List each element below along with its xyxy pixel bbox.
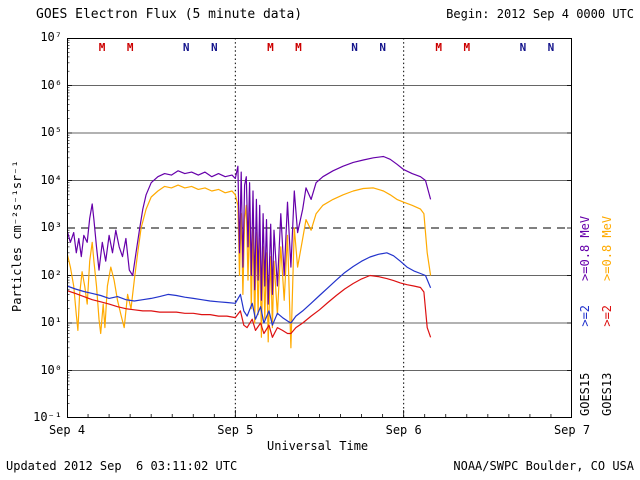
series-line-goes13-2-mev (67, 274, 432, 338)
marker-N: N (520, 41, 527, 54)
marker-M: M (295, 41, 302, 54)
plot-frame (67, 38, 572, 418)
y-tick-label: 10⁻¹ (33, 410, 62, 424)
y-tick-label: 10² (40, 267, 62, 282)
y-tick-label: 10¹ (40, 315, 62, 329)
legend-ge2-label: >=2 (578, 304, 592, 327)
marker-N: N (548, 41, 555, 54)
marker-N: N (351, 41, 358, 54)
legend-col-1: GOES13 >=2 >=0.8 MeV (600, 216, 614, 416)
series-line-goes15-0-8-mev (67, 155, 432, 305)
marker-M: M (463, 41, 470, 54)
y-tick-label: 10³ (40, 220, 62, 234)
y-tick-label: 10⁴ (40, 172, 62, 187)
marker-M: M (435, 41, 442, 54)
legend-satellite-label: GOES13 (600, 372, 614, 416)
y-tick-label: 10⁶ (40, 77, 62, 92)
marker-M: M (127, 41, 134, 54)
credit-text: NOAA/SWPC Boulder, CO USA (453, 459, 634, 473)
legend-ge08-label: >=0.8 MeV (578, 215, 592, 281)
legend-ge2-label: >=2 (600, 304, 614, 327)
x-tick-label: Sep 7 (553, 423, 591, 437)
x-tick-label: Sep 6 (385, 423, 422, 437)
x-axis-label: Universal Time (267, 439, 369, 453)
y-tick-label: 10⁰ (40, 362, 62, 377)
x-tick-label: Sep 5 (217, 423, 254, 437)
marker-N: N (379, 41, 386, 54)
legend-satellite-label: GOES15 (578, 372, 592, 416)
y-tick-label: 10⁷ (40, 30, 62, 44)
legend-ge08-label: >=0.8 MeV (600, 215, 614, 281)
page-title: GOES Electron Flux (5 minute data) (36, 7, 303, 22)
legend-col-0: GOES15 >=2 >=0.8 MeV (578, 216, 592, 416)
y-tick-label: 10⁵ (40, 125, 62, 139)
marker-N: N (211, 41, 218, 54)
updated-timestamp: Updated 2012 Sep 6 03:11:02 UTC (6, 459, 238, 473)
marker-N: N (183, 41, 190, 54)
marker-M: M (99, 41, 106, 54)
series-line-goes13-0-8-mev (67, 184, 432, 349)
x-tick-label: Sep 4 (48, 423, 86, 437)
begin-timestamp: Begin: 2012 Sep 4 0000 UTC (446, 7, 634, 21)
marker-M: M (267, 41, 274, 54)
series-line-goes15-2-mev (67, 252, 432, 326)
